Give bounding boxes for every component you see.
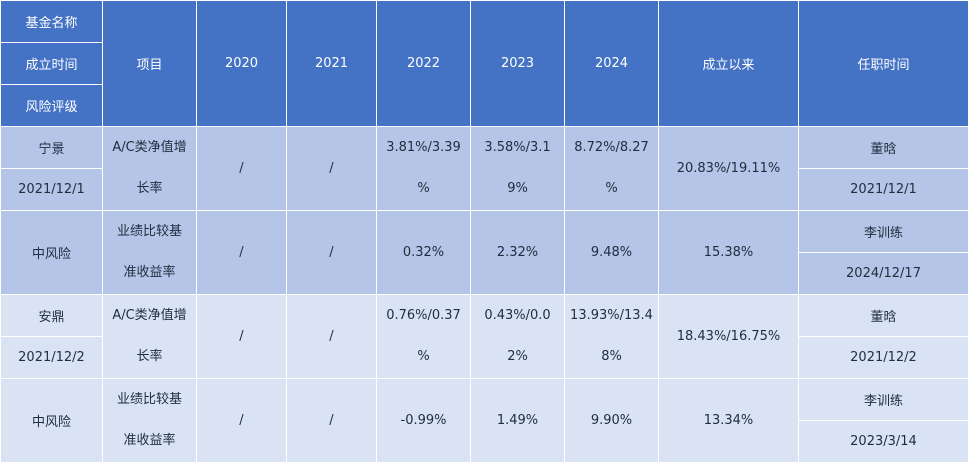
header-row: 基金名称 项目 2020 2021 2022 2023 2024 成立以来 任职… <box>0 0 968 127</box>
fund-risk-rating: 中风险 <box>0 210 103 295</box>
fund-inception-date: 2021/12/1 <box>0 168 103 211</box>
fund-name: 宁景 <box>0 126 103 169</box>
item-label: 业绩比较基 准收益率 <box>102 378 197 463</box>
value-since-inception: 20.83%/19.11% <box>658 126 799 211</box>
header-item: 项目 <box>102 0 197 127</box>
value-2020: / <box>196 210 287 295</box>
value-line: 8.72%/8.27 <box>574 139 649 155</box>
header-row: 成立时间 <box>0 42 968 85</box>
header-year-2024: 2024 <box>564 0 659 127</box>
header-row: 风险评级 <box>0 84 968 127</box>
header-inception-date: 成立时间 <box>0 42 103 85</box>
value-line: 9% <box>507 181 528 197</box>
manager-name: 董晗 <box>798 294 968 337</box>
item-label: A/C类净值增 长率 <box>102 294 197 379</box>
value-2021: / <box>286 210 377 295</box>
value-2024: 13.93%/13.4 8% <box>564 294 659 379</box>
item-label-line: 长率 <box>136 181 163 197</box>
header-year-2023: 2023 <box>470 0 565 127</box>
item-label-line: 业绩比较基 <box>116 223 182 239</box>
tenure-date: 2023/3/14 <box>798 420 968 463</box>
manager-name: 李训练 <box>798 378 968 421</box>
value-2023: 3.58%/3.1 9% <box>470 126 565 211</box>
header-tenure: 任职时间 <box>798 0 968 127</box>
manager-name: 董晗 <box>798 126 968 169</box>
item-label-line: 长率 <box>136 349 163 365</box>
value-2022: 0.76%/0.37 % <box>376 294 471 379</box>
header-risk-rating: 风险评级 <box>0 84 103 127</box>
value-2024: 8.72%/8.27 % <box>564 126 659 211</box>
header-year-2021: 2021 <box>286 0 377 127</box>
item-label-line: 准收益率 <box>123 433 176 449</box>
value-line: % <box>417 181 430 197</box>
header-since-inception: 成立以来 <box>658 0 799 127</box>
value-2021: / <box>286 294 377 379</box>
value-2024: 9.48% <box>564 210 659 295</box>
manager-name: 李训练 <box>798 210 968 253</box>
tenure-date: 2024/12/17 <box>798 252 968 295</box>
value-2023: 2.32% <box>470 210 565 295</box>
item-label-line: A/C类净值增 <box>112 307 187 323</box>
table-row: 中风险 业绩比较基 准收益率 / / 0.32% 2.32% 9.48% 15.… <box>0 210 968 295</box>
value-2021: / <box>286 126 377 211</box>
fund-inception-date: 2021/12/2 <box>0 336 103 379</box>
table-row: 2024/12/17 <box>1 252 968 295</box>
item-label-line: 业绩比较基 <box>116 391 182 407</box>
fund-name: 安鼎 <box>0 294 103 337</box>
value-2023: 0.43%/0.0 2% <box>470 294 565 379</box>
value-since-inception: 15.38% <box>658 210 799 295</box>
value-line: 2% <box>507 349 528 365</box>
table-row: 安鼎 A/C类净值增 长率 / / 0.76%/0.37 % 0.43%/0.0… <box>0 294 968 379</box>
value-2023: 1.49% <box>470 378 565 463</box>
value-2020: / <box>196 378 287 463</box>
table-row: 2021/12/2 2021/12/2 <box>0 336 968 379</box>
table-row: 宁景 A/C类净值增 长率 / / 3.81%/3.39 % 3.58%/3.1… <box>0 126 968 211</box>
header-year-2022: 2022 <box>376 0 471 127</box>
value-line: 8% <box>601 349 622 365</box>
value-2021: / <box>286 378 377 463</box>
value-line: 0.43%/0.0 <box>484 307 551 323</box>
value-line: % <box>417 349 430 365</box>
fund-risk-rating: 中风险 <box>0 378 103 463</box>
item-label-line: A/C类净值增 <box>112 139 187 155</box>
value-2022: 0.32% <box>376 210 471 295</box>
table-row: 2021/12/1 2021/12/1 <box>0 168 968 211</box>
tenure-date: 2021/12/1 <box>798 168 968 211</box>
value-line: 13.93%/13.4 <box>570 307 653 323</box>
value-2022: 3.81%/3.39 % <box>376 126 471 211</box>
value-2022: -0.99% <box>376 378 471 463</box>
value-line: 3.58%/3.1 <box>484 139 551 155</box>
value-2020: / <box>196 126 287 211</box>
value-2024: 9.90% <box>564 378 659 463</box>
table-row: 2023/3/14 <box>1 420 968 463</box>
header-year-2020: 2020 <box>196 0 287 127</box>
value-line: % <box>605 181 618 197</box>
item-label: A/C类净值增 长率 <box>102 126 197 211</box>
item-label: 业绩比较基 准收益率 <box>102 210 197 295</box>
table-row: 中风险 业绩比较基 准收益率 / / -0.99% 1.49% 9.90% 13… <box>0 378 968 463</box>
value-line: 0.76%/0.37 <box>386 307 461 323</box>
item-label-line: 准收益率 <box>123 265 176 281</box>
value-since-inception: 18.43%/16.75% <box>658 294 799 379</box>
value-line: 3.81%/3.39 <box>386 139 461 155</box>
header-fund-name: 基金名称 <box>0 0 103 43</box>
tenure-date: 2021/12/2 <box>798 336 968 379</box>
value-since-inception: 13.34% <box>658 378 799 463</box>
value-2020: / <box>196 294 287 379</box>
